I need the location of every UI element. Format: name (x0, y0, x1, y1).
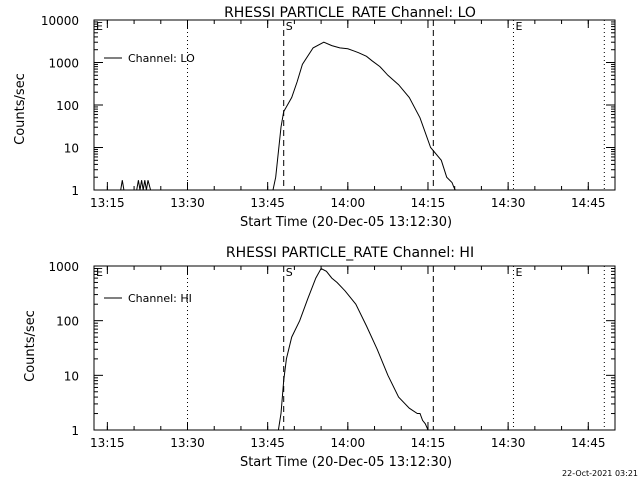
x-tick-label: 13:15 (90, 436, 125, 450)
marker-label: S (286, 266, 293, 279)
y-tick-label: 10 (64, 369, 79, 383)
x-tick-label: 14:30 (491, 196, 526, 210)
legend: Channel: LO (104, 52, 195, 65)
axis-ticks: 13:15 13:30 13:45 14:00 14:15 14:30 14:45 1 10 10… (41, 14, 616, 210)
x-tick-label: 13:30 (170, 196, 205, 210)
x-tick-label: 13:45 (250, 196, 285, 210)
x-tick-label: 13:30 (170, 436, 205, 450)
x-tick-label: 14:30 (491, 436, 526, 450)
marker-label: S (286, 20, 293, 33)
marker-label: E (515, 20, 522, 33)
axis-ticks: 13:15 13:30 13:45 14:00 14:15 14:30 14:45 1 10 10… (48, 260, 616, 450)
x-tick-label: 14:45 (571, 436, 606, 450)
x-tick-label: 13:15 (90, 196, 125, 210)
plot-frame (93, 265, 616, 431)
x-tick-label: 13:45 (250, 436, 285, 450)
y-tick-label: 1000 (48, 260, 79, 274)
series-line (94, 267, 431, 431)
y-axis-label: Counts/sec (23, 310, 38, 382)
x-axis-label: Start Time (20-Dec-05 13:12:30) (240, 215, 452, 230)
series-group (94, 267, 431, 431)
marker-label: E (96, 20, 103, 33)
y-tick-label: 1000 (48, 57, 79, 71)
chart-title: RHESSI PARTICLE_RATE Channel: HI (226, 245, 474, 261)
legend-label: Channel: LO (128, 52, 195, 65)
y-tick-label: 100 (56, 99, 79, 113)
plot-frame (93, 19, 616, 191)
x-tick-label: 14:15 (411, 196, 446, 210)
legend-label: Channel: HI (128, 292, 192, 305)
legend: Channel: HI (104, 292, 192, 305)
marker-label: E (96, 266, 103, 279)
x-tick-label: 14:00 (331, 196, 366, 210)
x-tick-label: 14:15 (411, 436, 446, 450)
y-tick-label: 10 (64, 142, 79, 156)
y-tick-label: 100 (56, 315, 79, 329)
x-tick-label: 14:00 (331, 436, 366, 450)
marker-label: E (515, 266, 522, 279)
series-line (120, 41, 458, 191)
y-tick-label: 1 (71, 424, 79, 438)
x-axis-label: Start Time (20-Dec-05 13:12:30) (240, 455, 452, 470)
y-tick-label: 1 (71, 184, 79, 198)
series-group (120, 41, 458, 191)
chart-hi-channel: RHESSI PARTICLE_RATE Channel: HI Start T… (23, 245, 616, 470)
x-tick-label: 14:45 (571, 196, 606, 210)
footer-timestamp: 22-Oct-2021 03:21 (562, 469, 638, 478)
y-tick-label: 10000 (41, 14, 79, 28)
chart-title: RHESSI PARTICLE_RATE Channel: LO (224, 5, 476, 21)
y-axis-label: Counts/sec (13, 73, 28, 145)
chart-lo-channel: RHESSI PARTICLE_RATE Channel: LO Start T… (13, 5, 616, 230)
